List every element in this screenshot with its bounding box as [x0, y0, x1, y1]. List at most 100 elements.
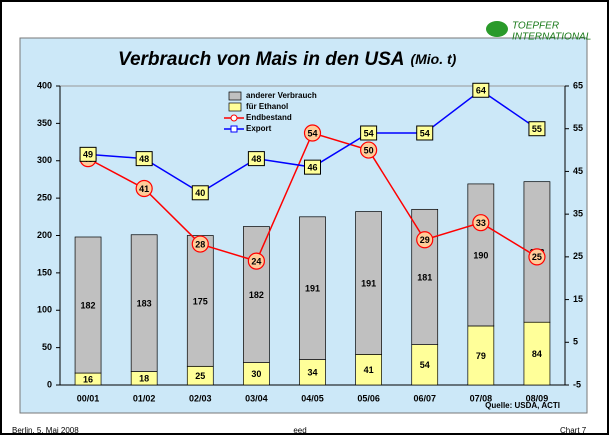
bar-label: 182: [81, 300, 96, 310]
marker: [247, 151, 265, 167]
bar-label: 25: [195, 371, 205, 381]
point-label: 48: [251, 154, 261, 164]
marker: [304, 159, 321, 175]
marker: [247, 252, 265, 270]
footer-text: Chart 7: [560, 426, 587, 435]
bar-label: 79: [476, 351, 486, 361]
point-label: 54: [364, 128, 374, 138]
marker: [135, 151, 153, 167]
bar-label: 41: [364, 365, 374, 375]
source: Quelle: USDA, ACTI: [485, 401, 560, 410]
x-tick-label: 06/07: [413, 393, 436, 403]
bar-label: 183: [137, 299, 152, 309]
marker: [303, 124, 322, 142]
point-label: 49: [83, 150, 93, 160]
x-tick-label: 01/02: [133, 393, 156, 403]
marker: [360, 125, 378, 141]
logo-icon: [486, 21, 508, 37]
bar-label: 84: [532, 349, 542, 359]
legend-swatch: [228, 102, 242, 112]
bar-label: 18: [139, 374, 149, 384]
marker: [191, 185, 209, 201]
bar-label: 16: [83, 374, 93, 384]
marker: [472, 82, 490, 98]
logo-text: INTERNATIONAL: [512, 32, 591, 43]
bar-segment: [299, 359, 326, 386]
point-label: 24: [251, 257, 261, 267]
legend-marker: [230, 125, 238, 133]
x-tick-label: 04/05: [301, 393, 324, 403]
bar-label: 54: [420, 360, 430, 370]
footer-text: eed: [293, 426, 306, 435]
y2-tick-label: 65: [573, 80, 583, 90]
x-tick-label: 00/01: [77, 393, 100, 403]
x-tick-label: 03/04: [245, 393, 268, 403]
marker: [416, 125, 434, 141]
marker: [79, 146, 97, 162]
footer-text: Berlin, 5. Mai 2008: [12, 426, 79, 435]
y-tick-label: 100: [37, 305, 52, 315]
y-tick-label: 300: [37, 155, 52, 165]
y2-tick-label: 35: [573, 209, 583, 219]
y-tick-label: 350: [37, 118, 52, 128]
y-tick-label: 50: [42, 342, 52, 352]
bar-segment: [467, 325, 495, 386]
x-tick-label: 08/09: [526, 393, 549, 403]
subtitle: (Mio. t): [410, 51, 456, 67]
y-tick-label: 150: [37, 267, 52, 277]
point-label: 28: [195, 239, 205, 249]
y-tick-label: 400: [37, 80, 52, 90]
bar-label: 34: [307, 368, 317, 378]
bar-label: 191: [361, 278, 376, 288]
y-tick-label: 200: [37, 230, 52, 240]
legend-label: anderer Verbrauch: [246, 91, 317, 100]
legend-marker: [230, 114, 238, 122]
marker: [528, 121, 546, 137]
marker: [135, 179, 153, 198]
marker: [416, 231, 434, 249]
point-label: 46: [307, 163, 317, 173]
point-label: 54: [307, 128, 317, 138]
point-label: 33: [476, 218, 486, 228]
bar-segment: [299, 216, 326, 360]
point-label: 64: [476, 86, 486, 96]
y2-tick-label: 15: [573, 294, 583, 304]
legend-label: für Ethanol: [246, 102, 288, 111]
bar-segment: [186, 235, 214, 367]
marker: [472, 214, 490, 232]
point-label: 54: [420, 128, 430, 138]
logo-text: TOEPFER: [512, 21, 559, 32]
legend-swatch: [228, 91, 242, 101]
y2-tick-label: 55: [573, 123, 583, 133]
point-label: 25: [532, 252, 542, 262]
legend-label: Endbestand: [246, 113, 292, 122]
marker: [191, 235, 209, 253]
bar-segment: [243, 226, 270, 363]
x-tick-label: 07/08: [470, 393, 493, 403]
x-tick-label: 05/06: [357, 393, 380, 403]
y-tick-label: 250: [37, 193, 52, 203]
x-tick-label: 02/03: [189, 393, 212, 403]
bar-segment: [411, 344, 439, 386]
y2-tick-label: 45: [573, 166, 583, 176]
chart-title: Verbrauch von Mais in den USA (Mio. t): [118, 49, 457, 70]
legend-label: Export: [246, 124, 272, 133]
bar-label: 182: [249, 290, 264, 300]
bar-segment: [355, 354, 382, 386]
bar-label: 191: [305, 284, 320, 294]
y2-tick-label: 5: [573, 337, 578, 347]
title: Verbrauch von Mais in den USA: [118, 49, 404, 70]
bar-segment: [74, 236, 102, 374]
marker: [528, 248, 546, 266]
marker: [360, 141, 378, 159]
bar-segment: [467, 183, 495, 327]
point-label: 48: [139, 154, 149, 164]
point-label: 29: [420, 235, 430, 245]
point-label: 40: [195, 188, 205, 198]
point-label: 55: [532, 124, 542, 134]
point-label: 41: [139, 184, 149, 194]
bar-segment: [355, 211, 382, 355]
bar-label: 181: [417, 272, 432, 282]
y2-tick-label: 25: [573, 251, 583, 261]
